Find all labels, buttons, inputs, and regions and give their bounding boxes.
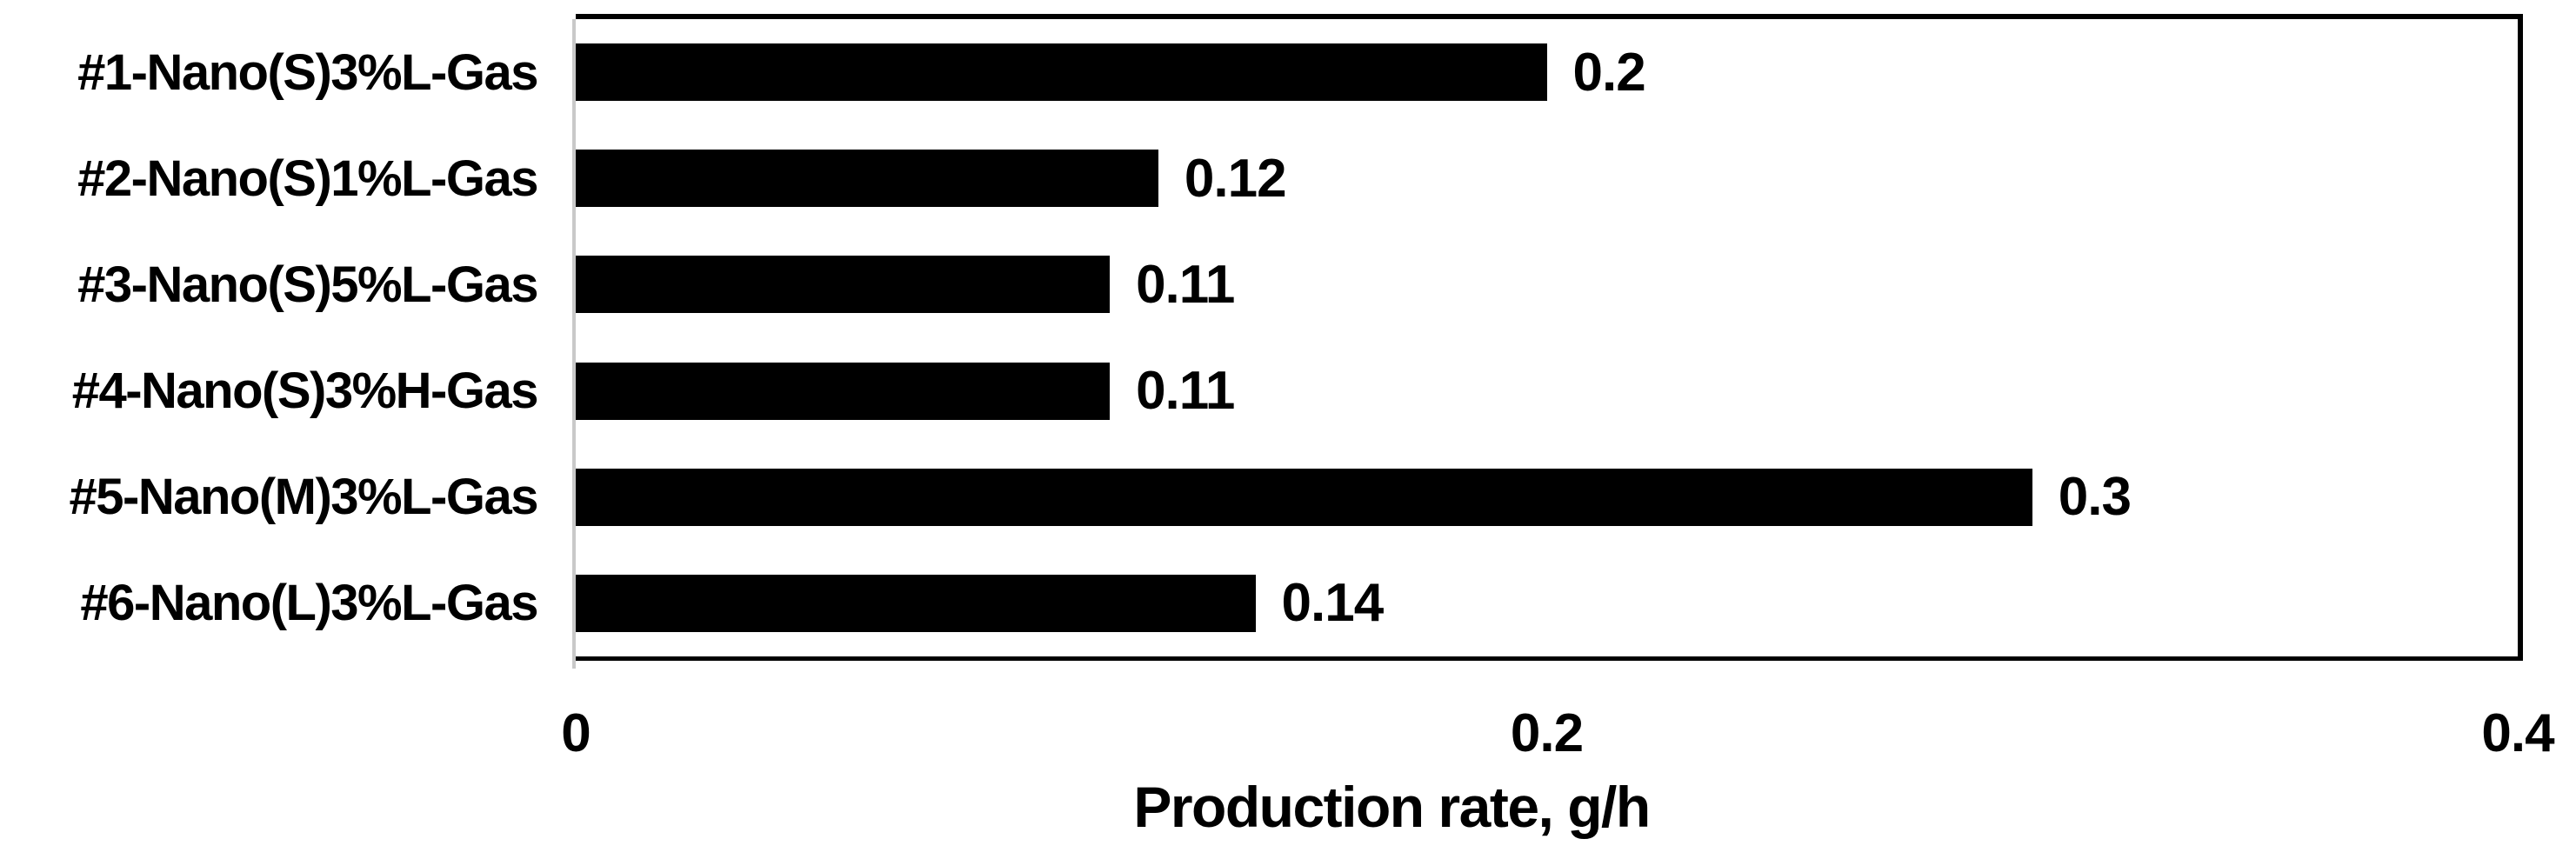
category-label: #1-Nano(S)3%L-Gas (77, 43, 538, 101)
bar-row: 0.11 (576, 338, 2518, 444)
bar-row: 0.14 (576, 550, 2518, 656)
bar-value-label: 0.11 (1136, 254, 1235, 315)
y-axis-line (572, 19, 576, 669)
category-label: #2-Nano(S)1%L-Gas (77, 150, 538, 207)
x-tick-label: 0.2 (1510, 703, 1584, 763)
bar (576, 574, 1256, 632)
bar-row: 0.12 (576, 125, 2518, 231)
bar-value-label: 0.11 (1136, 361, 1235, 422)
bar (576, 468, 2032, 526)
category-label: #6-Nano(L)3%L-Gas (80, 575, 538, 632)
bar-value-label: 0.12 (1184, 148, 1287, 209)
bar (576, 43, 1547, 102)
category-label: #3-Nano(S)5%L-Gas (77, 256, 538, 313)
category-label: #5-Nano(M)3%L-Gas (69, 469, 539, 526)
bar (576, 150, 1158, 208)
bar (576, 362, 1111, 420)
category-label: #4-Nano(S)3%H-Gas (71, 363, 539, 420)
x-axis-title: Production rate, g/h (1133, 775, 1651, 839)
bar-value-label: 0.2 (1572, 42, 1646, 103)
x-tick-label: 0.4 (2481, 703, 2554, 763)
bar-value-label: 0.3 (2058, 467, 2132, 528)
x-axis-ticks: 0 0.2 0.4 (561, 703, 2554, 772)
bar-value-label: 0.14 (1281, 573, 1385, 634)
bar (576, 256, 1111, 314)
plot-area: 0.2 0.12 0.11 0.11 0.3 0.14 (572, 14, 2523, 669)
bar-row: 0.11 (576, 231, 2518, 337)
bar-rows: 0.2 0.12 0.11 0.11 0.3 0.14 (576, 19, 2518, 656)
category-labels: #1-Nano(S)3%L-Gas #2-Nano(S)1%L-Gas #3-Nan… (0, 19, 539, 656)
x-tick-label: 0 (561, 703, 591, 763)
bar-row: 0.2 (576, 19, 2518, 125)
bar-row: 0.3 (576, 444, 2518, 550)
